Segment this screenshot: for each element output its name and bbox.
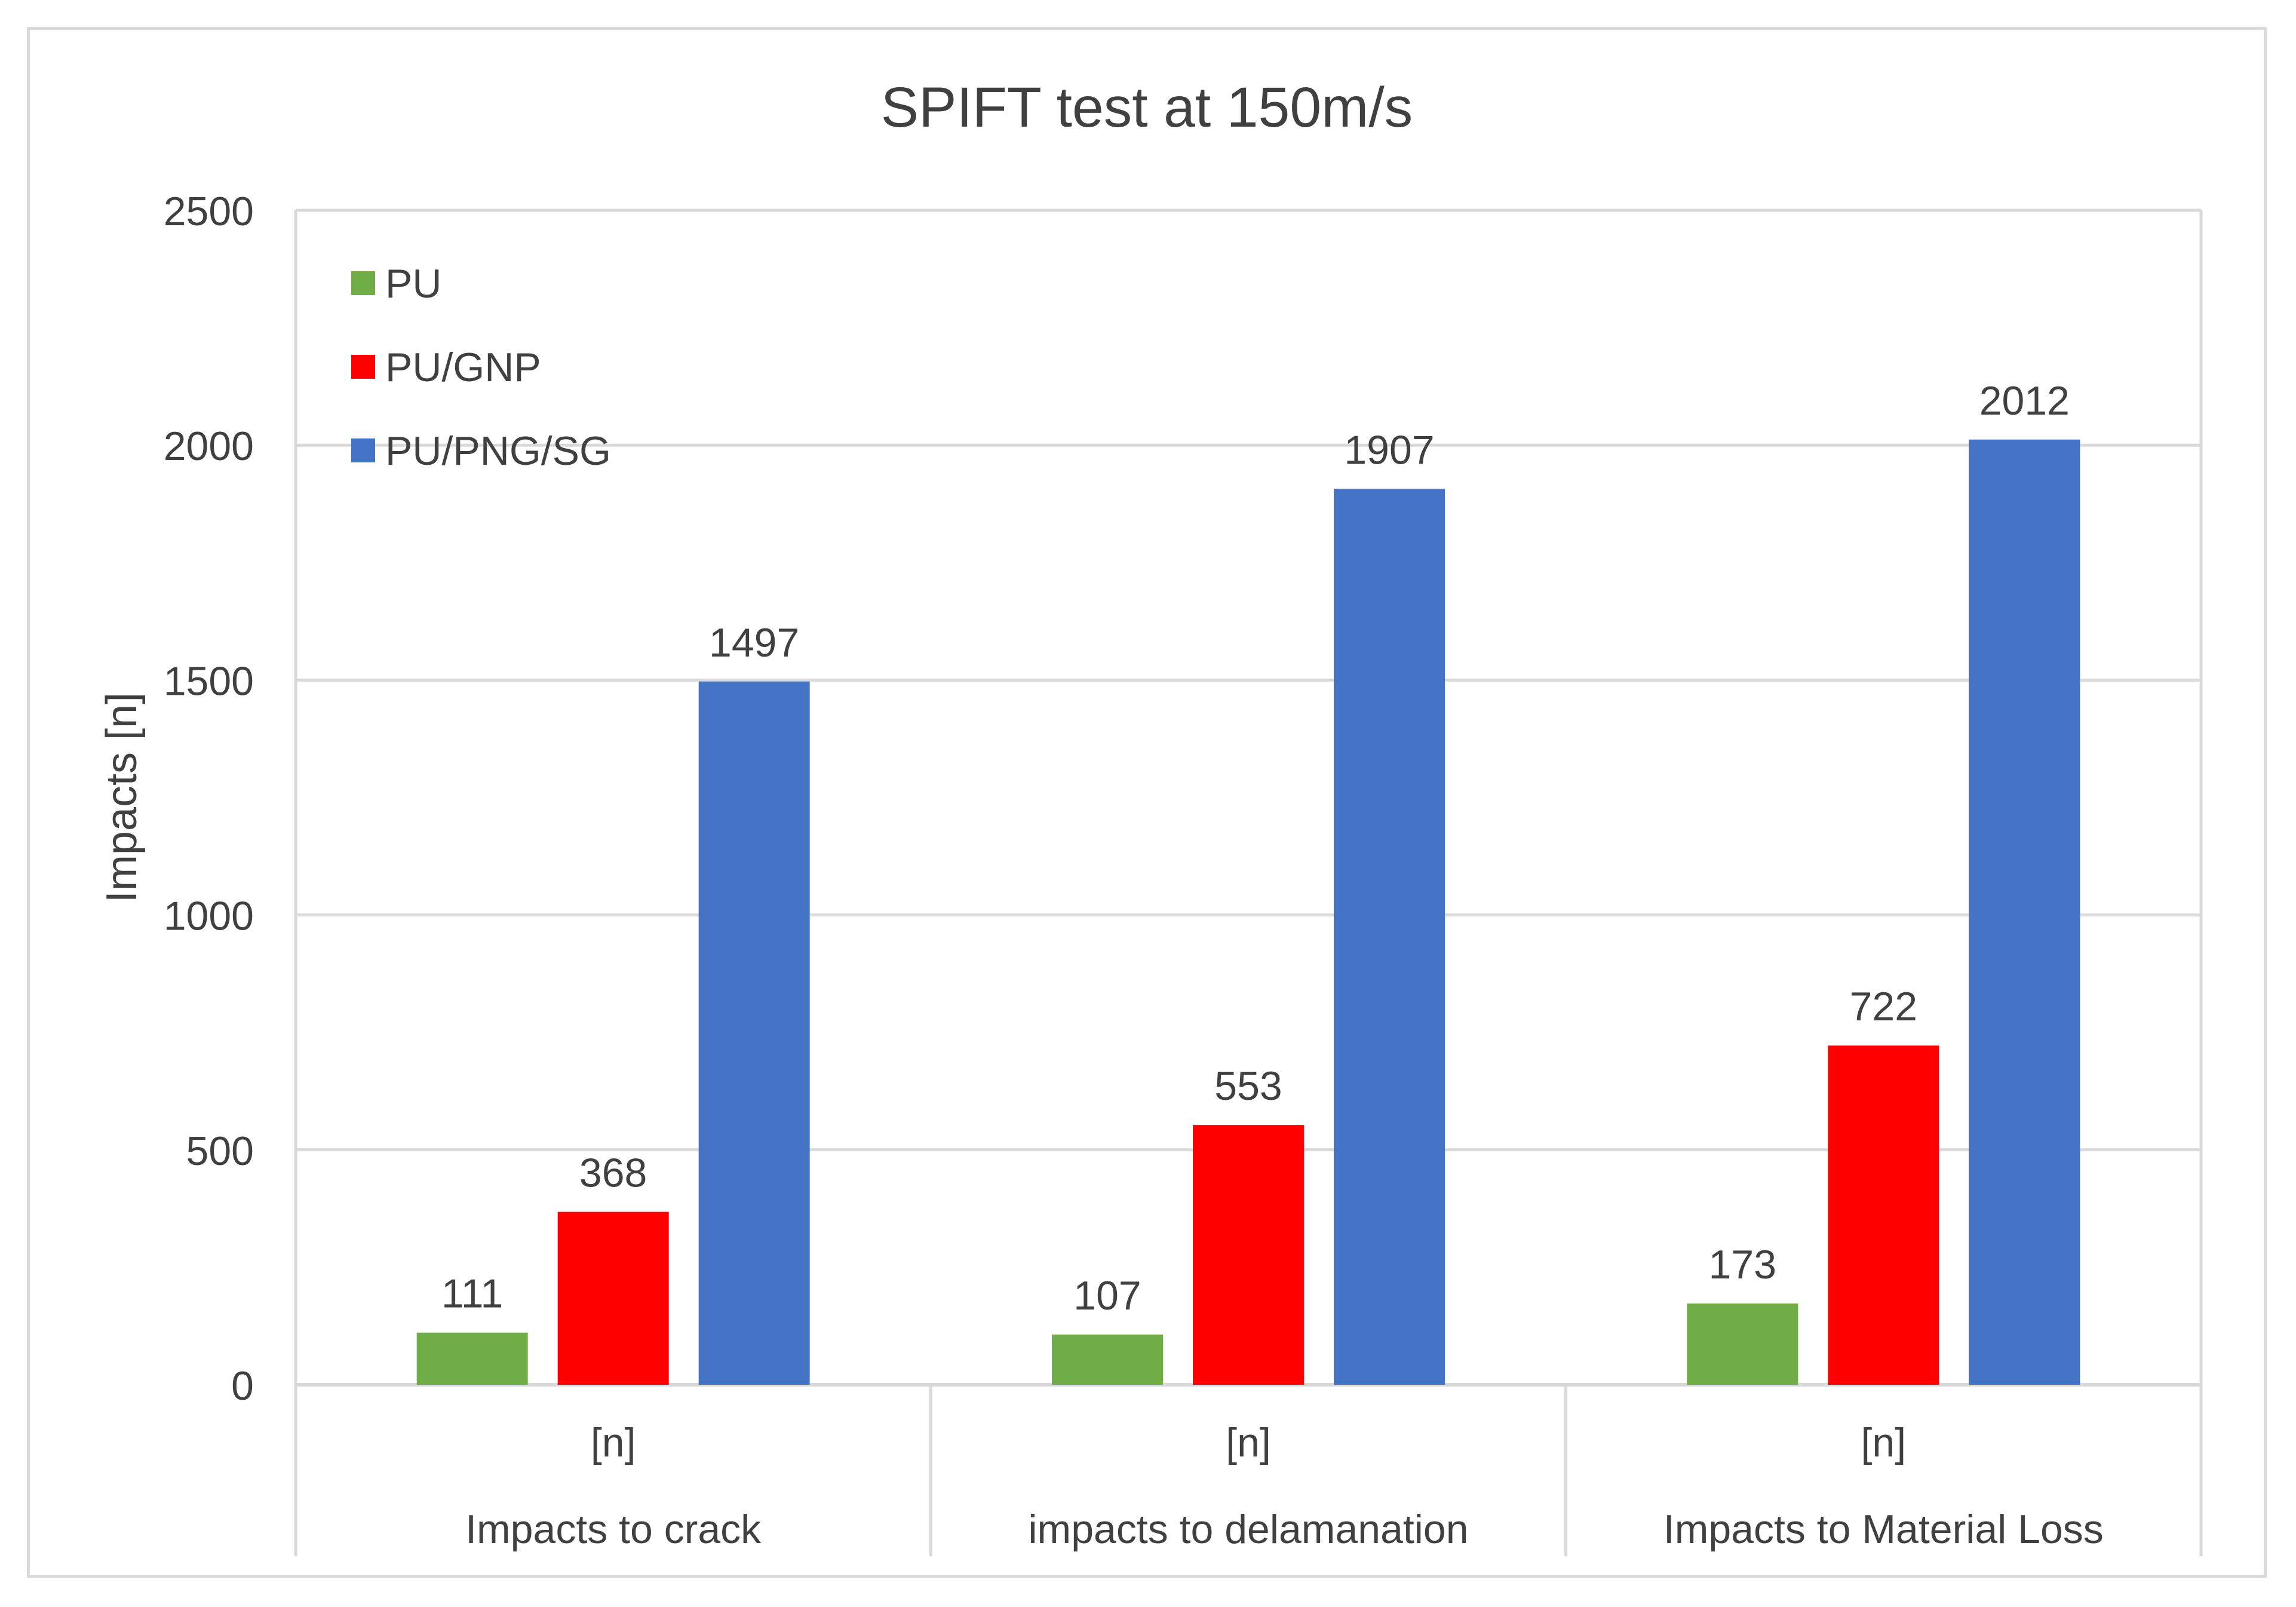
data-labels: 111 107 173 368 553 722 1497 1907 2012 [441,378,2070,1318]
data-label: 722 [1850,984,1917,1029]
data-label: 1497 [709,620,799,666]
legend-swatch [351,438,375,462]
bar [1193,1125,1304,1385]
bar [1969,439,2080,1385]
data-label: 1907 [1344,427,1434,473]
x-tick-unit-label: [n] [1861,1420,1907,1465]
y-tick-label: 1000 [164,894,254,939]
legend-swatch [351,271,375,295]
y-tick-label: 0 [231,1363,254,1409]
data-label: 107 [1073,1273,1141,1318]
bar [1687,1303,1798,1385]
x-tick-label: impacts to delamanation [1028,1507,1468,1552]
y-tick-label: 500 [186,1128,254,1174]
bar [557,1212,669,1385]
legend-swatch [351,355,375,379]
bars [416,439,2080,1385]
chart-title: SPIFT test at 150m/s [881,76,1413,139]
bar [1334,489,1445,1385]
y-axis-label: Impacts [n] [98,692,146,903]
legend: PU PU/GNP PU/PNG/SG [351,261,611,474]
legend-label: PU/PNG/SG [385,428,611,474]
x-tick-label: Impacts to Material Loss [1663,1507,2104,1552]
data-label: 173 [1709,1242,1776,1287]
data-label: 553 [1214,1063,1282,1109]
bar [698,681,810,1385]
data-label: 111 [441,1271,503,1317]
legend-label: PU/GNP [385,345,541,390]
x-tick-unit-label: [n] [591,1420,636,1465]
y-tick-label: 2000 [164,424,254,469]
data-label: 2012 [1979,378,2070,424]
bar [1052,1334,1163,1385]
data-label: 368 [579,1151,647,1196]
bar [416,1332,528,1385]
y-tick-label: 2500 [164,189,254,234]
x-tick-label: Impacts to crack [465,1507,762,1552]
bar [1828,1045,1939,1385]
y-tick-label: 1500 [164,658,254,704]
x-tick-unit-label: [n] [1226,1420,1271,1465]
legend-label: PU [385,261,441,306]
